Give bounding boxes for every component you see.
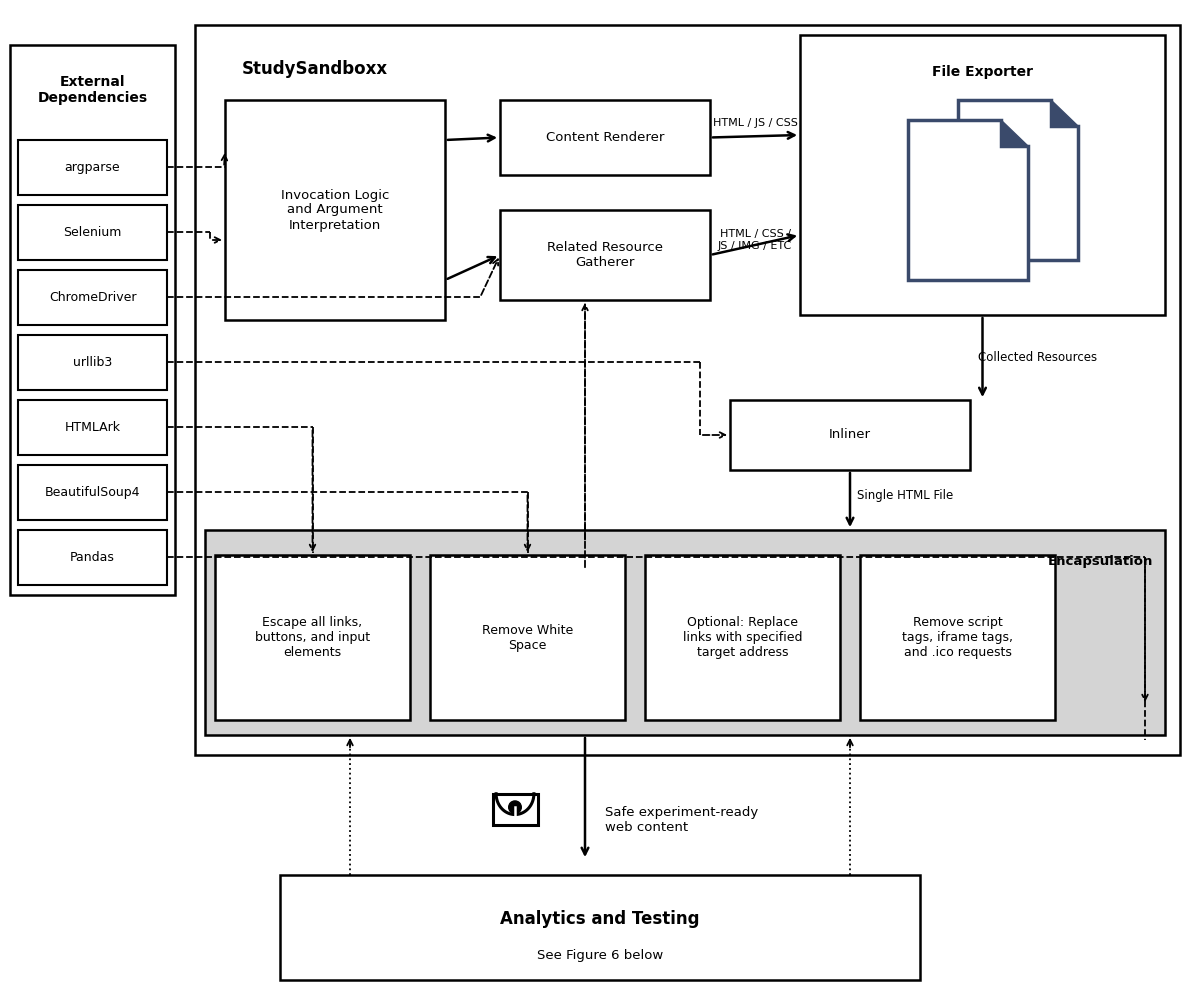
Bar [730,400,970,470]
Bar [800,35,1165,315]
Bar [500,210,710,300]
Text: File Exporter: File Exporter [932,65,1033,79]
Bar [280,875,920,980]
Text: Optional: Replace
links with specified
target address: Optional: Replace links with specified t… [683,616,803,659]
Bar [194,25,1180,755]
Bar [18,205,167,260]
Text: Invocation Logic
and Argument
Interpretation: Invocation Logic and Argument Interpreta… [281,188,389,231]
Text: BeautifulSoup4: BeautifulSoup4 [44,486,140,499]
Text: Content Renderer: Content Renderer [546,131,664,144]
Text: Remove White
Space: Remove White Space [482,623,574,651]
Text: Analytics and Testing: Analytics and Testing [500,910,700,928]
Bar [215,555,410,720]
Bar [500,100,710,175]
Circle shape [509,801,521,814]
Text: Pandas: Pandas [70,551,115,564]
Bar [492,794,538,826]
Bar [18,530,167,585]
Bar [205,530,1165,735]
Polygon shape [958,100,1078,260]
Bar [10,45,175,595]
Polygon shape [1051,100,1078,127]
Text: Escape all links,
buttons, and input
elements: Escape all links, buttons, and input ele… [254,616,370,659]
Text: ChromeDriver: ChromeDriver [49,291,137,304]
Text: Related Resource
Gatherer: Related Resource Gatherer [547,241,662,269]
Bar [860,555,1055,720]
Text: urllib3: urllib3 [73,356,112,369]
Text: Single HTML File: Single HTML File [857,489,953,501]
Text: StudySandboxx: StudySandboxx [242,60,388,78]
Text: Selenium: Selenium [64,226,121,239]
Text: HTML / JS / CSS: HTML / JS / CSS [713,118,798,128]
Polygon shape [907,120,1027,280]
Bar [18,140,167,195]
Bar [18,270,167,325]
Bar [18,335,167,390]
Text: Inliner: Inliner [829,429,871,442]
Text: HTML / CSS /
JS / IMG / ETC: HTML / CSS / JS / IMG / ETC [718,229,792,251]
Bar [18,400,167,455]
Polygon shape [1001,120,1027,147]
Text: Encapsulation: Encapsulation [1048,555,1153,568]
Text: argparse: argparse [65,161,120,174]
Text: HTMLArk: HTMLArk [65,421,120,434]
Text: Collected Resources: Collected Resources [978,351,1097,364]
Text: External
Dependencies: External Dependencies [37,75,148,105]
Text: Remove script
tags, iframe tags,
and .ico requests: Remove script tags, iframe tags, and .ic… [902,616,1013,659]
Text: See Figure 6 below: See Figure 6 below [536,948,664,961]
Bar [430,555,625,720]
Text: Safe experiment-ready
web content: Safe experiment-ready web content [605,806,758,834]
Bar [226,100,445,320]
Bar [18,465,167,520]
Bar [646,555,840,720]
